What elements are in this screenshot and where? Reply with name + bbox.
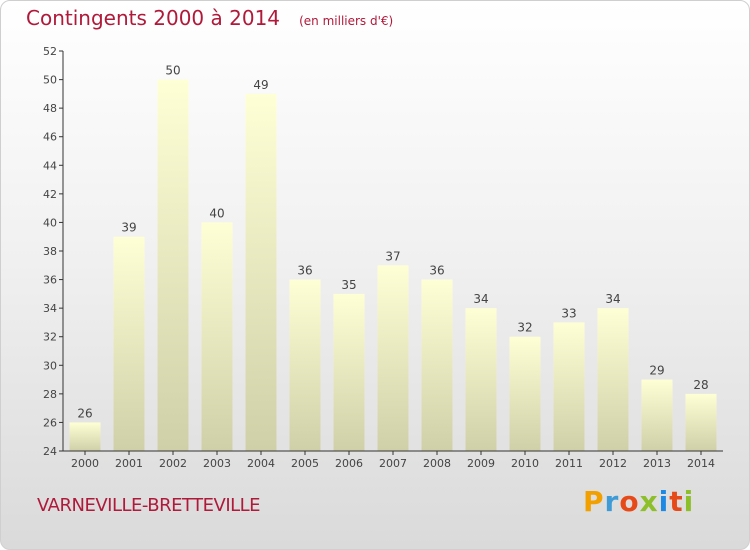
bar-2013	[641, 379, 673, 451]
x-tick-label-2014: 2014	[687, 457, 715, 470]
logo-letter: i	[683, 485, 695, 518]
logo-letter: o	[619, 485, 640, 518]
logo-letter: P	[583, 485, 605, 518]
data-label-2012: 34	[605, 292, 620, 306]
x-tick-label-2008: 2008	[423, 457, 451, 470]
bar-2000	[69, 422, 101, 451]
x-tick-label-2002: 2002	[159, 457, 187, 470]
x-tick-label-2013: 2013	[643, 457, 671, 470]
title-row: Contingents 2000 à 2014 (en milliers d'€…	[26, 6, 393, 30]
x-tick-label-2005: 2005	[291, 457, 319, 470]
x-tick-label-2009: 2009	[467, 457, 495, 470]
data-label-2007: 37	[385, 249, 400, 263]
bar-2011	[553, 322, 585, 451]
bar-2003	[201, 222, 233, 451]
bar-2012	[597, 308, 629, 451]
data-label-2013: 29	[649, 364, 664, 378]
x-tick-label-2010: 2010	[511, 457, 539, 470]
x-tick-label-2000: 2000	[71, 457, 99, 470]
data-label-2014: 28	[693, 378, 708, 392]
y-tick-label-28: 28	[43, 388, 57, 401]
data-label-2008: 36	[429, 264, 444, 278]
y-tick-label-38: 38	[43, 245, 57, 258]
x-tick-label-2011: 2011	[555, 457, 583, 470]
data-label-2006: 35	[341, 278, 356, 292]
bar-2010	[509, 336, 541, 451]
logo-letter: x	[639, 485, 659, 518]
chart-subtitle: (en milliers d'€)	[299, 14, 394, 28]
bar-2009	[465, 308, 497, 451]
x-tick-label-2001: 2001	[115, 457, 143, 470]
bar-2008	[421, 279, 453, 451]
data-label-2001: 39	[121, 221, 136, 235]
data-labels-layer: 26 39 50 40 49 36 35 37 36 34 32 33 34 29 28	[77, 64, 708, 421]
y-tick-label-26: 26	[43, 416, 57, 429]
y-tick-label-44: 44	[43, 159, 57, 172]
y-tick-label-34: 34	[43, 302, 57, 315]
bar-2014	[685, 393, 717, 451]
x-tick-label-2006: 2006	[335, 457, 363, 470]
x-tick-label-2012: 2012	[599, 457, 627, 470]
y-tick-label-36: 36	[43, 274, 57, 287]
data-label-2010: 32	[517, 321, 532, 335]
bar-2007	[377, 265, 409, 451]
place-name: VARNEVILLE-BRETTEVILLE	[37, 495, 261, 516]
y-tick-label-52: 52	[43, 45, 57, 58]
proxiti-logo[interactable]: Proxiti	[583, 485, 694, 518]
y-tick-label-30: 30	[43, 359, 57, 372]
data-label-2003: 40	[209, 206, 224, 220]
y-tick-label-46: 46	[43, 131, 57, 144]
data-label-2000: 26	[77, 406, 92, 420]
chart-title: Contingents 2000 à 2014	[26, 6, 281, 30]
bar-2002	[157, 79, 189, 452]
data-label-2011: 33	[561, 306, 576, 320]
y-tick-label-40: 40	[43, 216, 57, 229]
y-tick-label-48: 48	[43, 102, 57, 115]
bar-2005	[289, 279, 321, 451]
y-tick-label-42: 42	[43, 188, 57, 201]
y-tick-label-50: 50	[43, 74, 57, 87]
logo-letter: r	[604, 485, 620, 518]
data-label-2004: 49	[253, 78, 268, 92]
data-label-2005: 36	[297, 264, 312, 278]
bar-2001	[113, 236, 145, 451]
x-tick-label-2004: 2004	[247, 457, 275, 470]
logo-letter: t	[669, 485, 684, 518]
logo-letter: i	[658, 485, 670, 518]
x-tick-label-2007: 2007	[379, 457, 407, 470]
data-label-2009: 34	[473, 292, 488, 306]
y-tick-label-24: 24	[43, 445, 57, 458]
axes-layer: 2000 2001 2002 2003 2004 2005 2006 2007 2008 2009…	[43, 45, 723, 470]
y-tick-label-32: 32	[43, 331, 57, 344]
bars-layer	[69, 79, 717, 452]
data-label-2002: 50	[165, 64, 180, 78]
bar-2006	[333, 293, 365, 451]
bar-2004	[245, 93, 277, 451]
x-tick-label-2003: 2003	[203, 457, 231, 470]
